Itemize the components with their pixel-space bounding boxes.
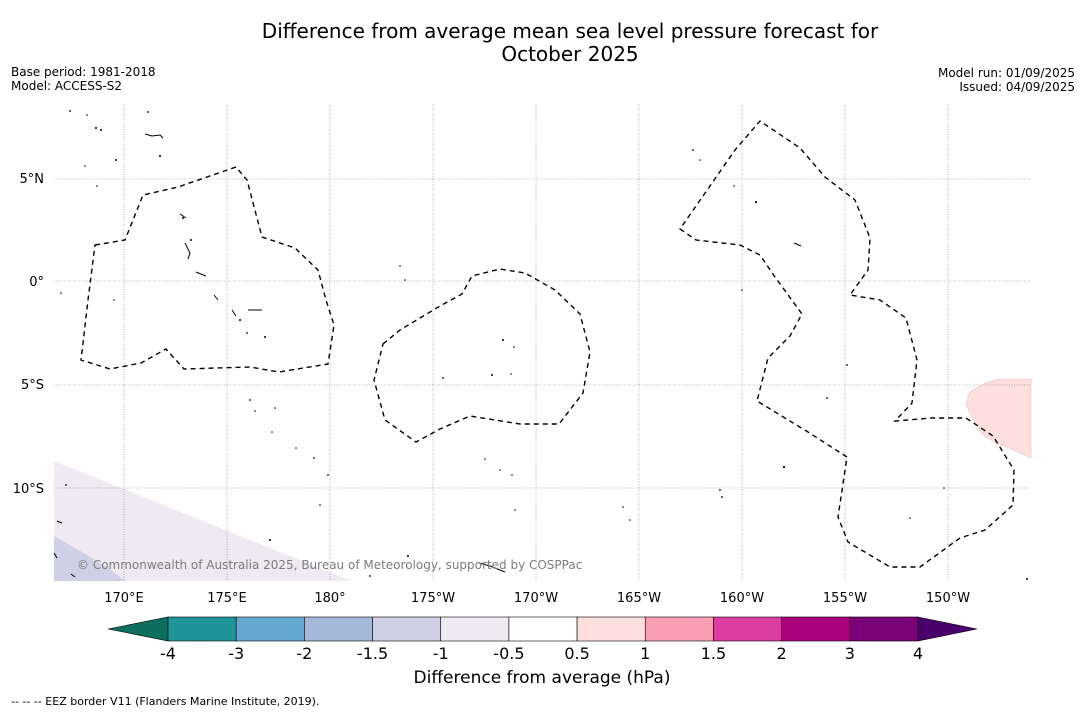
- title-line-2: October 2025: [501, 42, 639, 66]
- copyright-notice: © Commonwealth of Australia 2025, Bureau…: [77, 558, 583, 572]
- atolls: [60, 110, 1028, 580]
- eez-phoenix: [373, 268, 591, 443]
- islands: [53, 133, 802, 578]
- colorbar-segment: [304, 616, 373, 642]
- lon-label: 180°: [314, 591, 345, 606]
- colorbar-segment: [508, 616, 578, 642]
- title-line-1: Difference from average mean sea level p…: [261, 19, 879, 43]
- colorbar-tick-label: -0.5: [493, 644, 525, 663]
- lon-label: 170°E: [104, 591, 144, 606]
- colorbar-extend-high: [917, 616, 978, 642]
- chart-title: Difference from average mean sea level p…: [200, 20, 940, 66]
- positive-anomaly-patch: [965, 378, 1032, 459]
- colorbar-tick-label: 0.5: [564, 644, 590, 663]
- colorbar-segment: [576, 616, 646, 642]
- colorbar-tick-label: 1: [640, 644, 651, 663]
- eez-line-islands: [679, 120, 1015, 568]
- colorbar-tick-label: -1: [432, 644, 449, 663]
- longitude-labels: 170°E 175°E 180° 175°W 170°W 165°W 160°W…: [104, 591, 970, 606]
- lat-label: 5°S: [21, 378, 44, 393]
- model-run: Model run: 01/09/2025: [937, 66, 1075, 80]
- colorbar-tick-label: 4: [912, 644, 924, 663]
- lon-label: 165°W: [617, 591, 661, 606]
- colorbar-tick-label: -4: [160, 644, 176, 663]
- colorbar-tick-label: -2: [296, 644, 313, 663]
- lon-label: 150°W: [926, 591, 970, 606]
- negative-anomaly-patch-strong: [54, 536, 125, 581]
- eez-borders: [80, 120, 1015, 568]
- colorbar-tick-label: 1.5: [700, 644, 727, 663]
- base-period: Base period: 1981-2018: [11, 65, 156, 79]
- colorbar-extend-low: [107, 616, 169, 642]
- lon-label: 175°W: [411, 591, 455, 606]
- issued-date: Issued: 04/09/2025: [959, 80, 1075, 94]
- lat-label: 10°S: [13, 482, 44, 497]
- lat-label: 0°: [29, 275, 44, 290]
- colorbar-segment: [167, 616, 237, 642]
- colorbar-segment: [440, 616, 510, 642]
- lon-label: 175°E: [207, 591, 247, 606]
- colorbar-segment: [849, 616, 919, 642]
- lon-label: 170°W: [514, 591, 558, 606]
- latitude-labels: 5°N 0° 5°S 10°S: [13, 172, 44, 497]
- colorbar-segment: [372, 616, 442, 642]
- negative-anomaly-patch: [54, 461, 352, 581]
- lon-label: 155°W: [823, 591, 867, 606]
- model-info: Base period: 1981-2018 Model: ACCESS-S2: [11, 65, 156, 93]
- colorbar-title: Difference from average (hPa): [413, 668, 671, 688]
- model-name: Model: ACCESS-S2: [11, 79, 123, 93]
- colorbar-tick-label: 2: [776, 644, 787, 663]
- lat-label: 5°N: [20, 172, 45, 187]
- colorbar: [107, 616, 978, 642]
- eez-legend-note: -- -- -- EEZ border V11 (Flanders Marine…: [11, 695, 320, 708]
- colorbar-segment: [713, 616, 782, 642]
- lon-label: 160°W: [720, 591, 764, 606]
- graticule: [54, 104, 1031, 581]
- colorbar-tick-label: -3: [228, 644, 245, 663]
- colorbar-segment: [235, 616, 305, 642]
- colorbar-tick-label: -1.5: [356, 644, 389, 663]
- eez-kiribati-gilberts: [80, 166, 335, 373]
- colorbar-tick-label: 3: [844, 644, 855, 663]
- colorbar-segment: [644, 616, 714, 642]
- run-info: Model run: 01/09/2025 Issued: 04/09/2025: [938, 66, 1075, 94]
- colorbar-segment: [781, 616, 851, 642]
